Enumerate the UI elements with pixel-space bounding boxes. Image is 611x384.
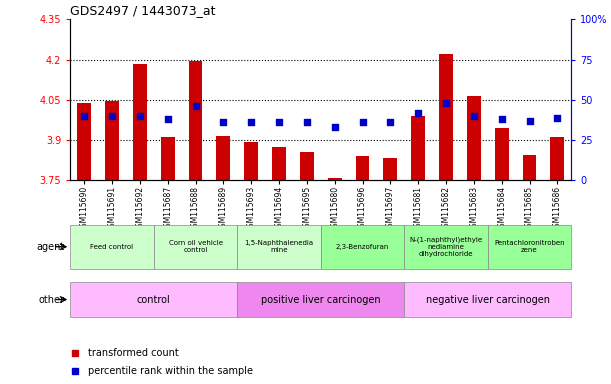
Text: other: other bbox=[38, 295, 64, 305]
Bar bbox=[300, 152, 314, 180]
Text: negative liver carcinogen: negative liver carcinogen bbox=[426, 295, 550, 305]
Text: Feed control: Feed control bbox=[90, 244, 134, 250]
Bar bbox=[439, 54, 453, 180]
Bar bbox=[384, 158, 397, 180]
Bar bbox=[216, 136, 230, 180]
Bar bbox=[411, 116, 425, 180]
Point bbox=[441, 100, 451, 106]
Point bbox=[386, 119, 395, 126]
Point bbox=[191, 103, 200, 109]
Text: control: control bbox=[137, 295, 170, 305]
Bar bbox=[356, 156, 370, 180]
Text: N-(1-naphthyl)ethyle
nediamine
dihydrochloride: N-(1-naphthyl)ethyle nediamine dihydroch… bbox=[409, 237, 483, 257]
Bar bbox=[404, 225, 488, 269]
Bar bbox=[77, 103, 91, 180]
Text: 2,3-Benzofuran: 2,3-Benzofuran bbox=[336, 244, 389, 250]
Text: transformed count: transformed count bbox=[88, 348, 178, 358]
Bar bbox=[495, 128, 509, 180]
Point bbox=[330, 124, 340, 130]
Bar bbox=[272, 147, 286, 180]
Text: GDS2497 / 1443073_at: GDS2497 / 1443073_at bbox=[70, 3, 216, 17]
Point bbox=[413, 110, 423, 116]
Point bbox=[552, 114, 562, 121]
Point bbox=[135, 113, 145, 119]
Bar bbox=[467, 96, 481, 180]
Text: positive liver carcinogen: positive liver carcinogen bbox=[261, 295, 381, 305]
Point bbox=[163, 116, 172, 122]
Bar bbox=[70, 282, 237, 317]
Point bbox=[357, 119, 367, 126]
Point bbox=[246, 119, 256, 126]
Bar bbox=[154, 225, 237, 269]
Bar bbox=[488, 225, 571, 269]
Bar bbox=[189, 61, 202, 180]
Bar bbox=[404, 282, 571, 317]
Point bbox=[107, 113, 117, 119]
Bar bbox=[70, 225, 154, 269]
Text: agent: agent bbox=[36, 242, 64, 252]
Bar bbox=[551, 137, 565, 180]
Point bbox=[525, 118, 535, 124]
Bar bbox=[105, 101, 119, 180]
Bar bbox=[321, 225, 404, 269]
Bar bbox=[161, 137, 175, 180]
Bar bbox=[133, 64, 147, 180]
Text: percentile rank within the sample: percentile rank within the sample bbox=[88, 366, 253, 376]
Point bbox=[274, 119, 284, 126]
Bar bbox=[237, 225, 321, 269]
Point bbox=[302, 119, 312, 126]
Bar bbox=[237, 282, 404, 317]
Text: Corn oil vehicle
control: Corn oil vehicle control bbox=[169, 240, 222, 253]
Point bbox=[497, 116, 507, 122]
Point bbox=[219, 119, 229, 126]
Point bbox=[79, 113, 89, 119]
Point bbox=[469, 113, 479, 119]
Bar bbox=[522, 155, 536, 180]
Bar bbox=[244, 142, 258, 180]
Text: Pentachloronitroben
zene: Pentachloronitroben zene bbox=[494, 240, 565, 253]
Bar bbox=[327, 178, 342, 180]
Text: 1,5-Naphthalenedia
mine: 1,5-Naphthalenedia mine bbox=[244, 240, 313, 253]
